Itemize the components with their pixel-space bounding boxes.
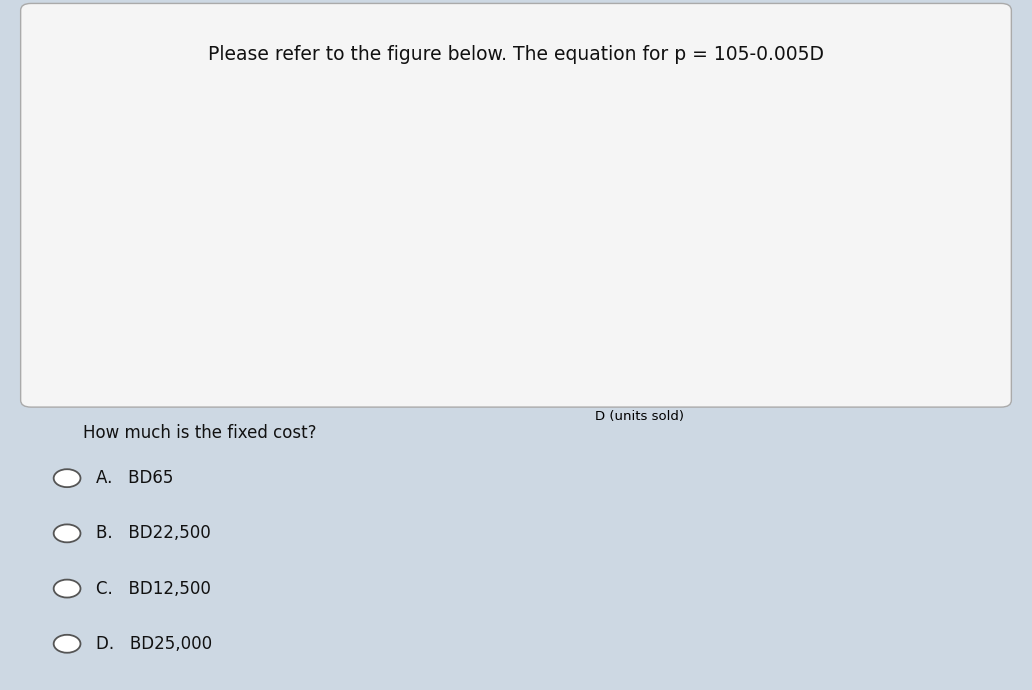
Text: C.   BD12,500: C. BD12,500 xyxy=(96,580,211,598)
Text: Z: Z xyxy=(343,318,354,333)
Text: How much is the fixed cost?: How much is the fixed cost? xyxy=(83,424,316,442)
Text: X: X xyxy=(383,382,394,397)
Text: X: X xyxy=(367,280,380,295)
Text: Y: Y xyxy=(549,382,559,397)
Text: B.   BD22,500: B. BD22,500 xyxy=(96,524,211,542)
Text: Cost/Revenue: Cost/Revenue xyxy=(310,176,323,262)
Text: A.   BD65: A. BD65 xyxy=(96,469,173,487)
Text: W: W xyxy=(625,382,642,397)
Text: D (units sold): D (units sold) xyxy=(595,410,684,423)
Text: Please refer to the figure below. The equation for p = 105-0.005D: Please refer to the figure below. The eq… xyxy=(208,45,824,64)
Text: Y: Y xyxy=(567,97,578,112)
Text: D.   BD25,000: D. BD25,000 xyxy=(96,635,213,653)
